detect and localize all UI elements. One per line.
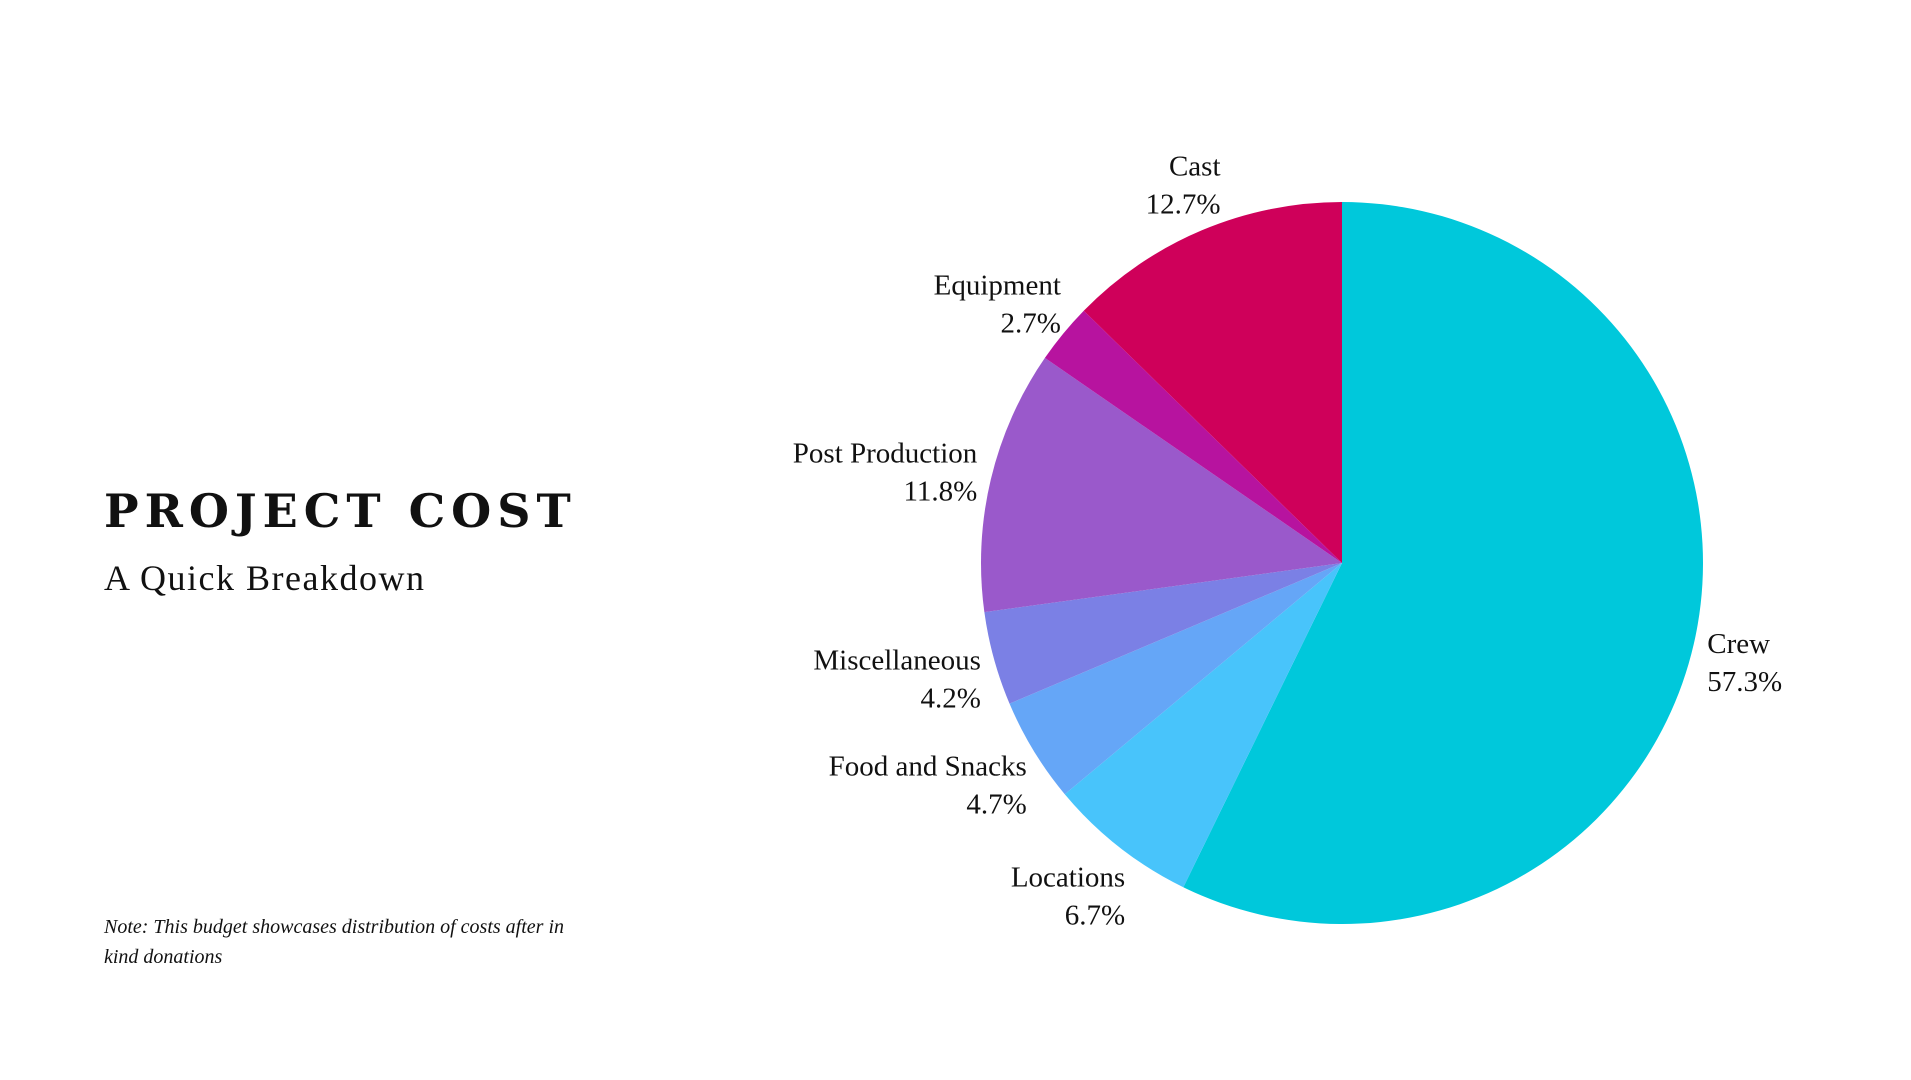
pie-label-equipment: Equipment 2.7% — [934, 270, 1061, 340]
pie-label-value: 57.3% — [1707, 666, 1782, 698]
pie-label-cast: Cast 12.7% — [1146, 151, 1221, 221]
pie-label-name: Crew — [1707, 628, 1770, 660]
chart-subtitle: A Quick Breakdown — [104, 558, 426, 598]
pie-slice-crew — [1183, 202, 1704, 924]
pie-label-name: Post Production — [793, 438, 978, 470]
pie-label-value: 12.7% — [1146, 189, 1221, 221]
footnote: Note: This budget showcases distribution… — [104, 916, 565, 968]
pie-label-name: Equipment — [934, 270, 1061, 302]
pie-label-miscellaneous: Miscellaneous 4.2% — [813, 644, 981, 714]
pie-slice-cast — [1083, 202, 1342, 563]
pie-label-post-production: Post Production 11.8% — [793, 438, 978, 508]
pie-label-value: 2.7% — [1000, 308, 1060, 340]
pie-label-name: Food and Snacks — [829, 751, 1027, 783]
pie-label-value: 4.7% — [966, 789, 1026, 821]
pie-slice-miscellaneous — [984, 563, 1342, 704]
chart-title: PROJECT COST — [104, 484, 577, 538]
pie-label-locations: Locations 6.7% — [1011, 861, 1125, 931]
pie-label-value: 6.7% — [1065, 899, 1125, 931]
pie-label-value: 4.2% — [920, 682, 980, 714]
pie-slice-equipment — [1044, 310, 1342, 563]
pie-label-name: Cast — [1169, 151, 1221, 183]
pie-label-name: Miscellaneous — [813, 644, 981, 676]
pie-label-name: Locations — [1011, 861, 1125, 893]
pie-label-crew: Crew 57.3% — [1707, 628, 1782, 698]
pie-slices — [981, 202, 1704, 924]
pie-label-value: 11.8% — [903, 476, 977, 508]
pie-slice-post-production — [981, 357, 1342, 613]
pie-slice-food-and-snacks — [1009, 563, 1342, 795]
pie-slice-locations — [1064, 563, 1342, 888]
pie-labels: Crew 57.3% Locations 6.7% Food and Snacks 4.7… — [793, 151, 1782, 932]
pie-label-food-and-snacks: Food and Snacks 4.7% — [829, 751, 1027, 821]
